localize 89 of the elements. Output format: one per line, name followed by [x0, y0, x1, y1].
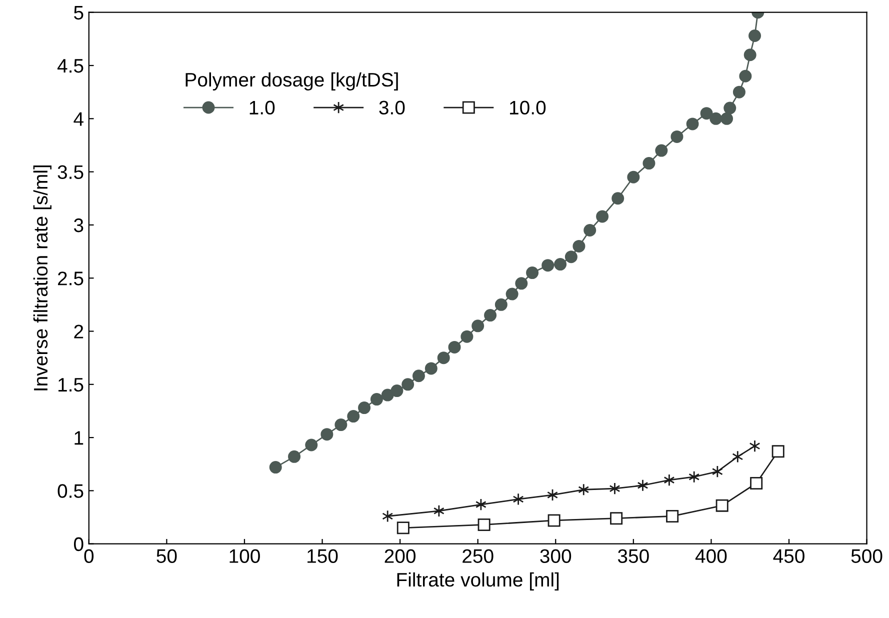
point: [433, 504, 444, 518]
point: [334, 418, 348, 432]
point: [688, 470, 700, 484]
x-tick-label: 400: [695, 549, 727, 563]
point: [402, 378, 414, 391]
point: [686, 118, 699, 130]
x-tick-label: 100: [230, 549, 260, 563]
point: [515, 277, 528, 290]
point: [358, 402, 371, 414]
point: [548, 514, 560, 527]
point: [288, 450, 301, 463]
point: [381, 388, 394, 402]
point: [478, 518, 490, 531]
point: [610, 512, 623, 525]
legend-label: 10.0: [510, 100, 546, 115]
y-tick-label: 5: [74, 6, 84, 20]
point: [739, 70, 752, 82]
x-tick-label: 0: [84, 549, 94, 563]
y-tick-label: 1: [74, 431, 84, 445]
y-tick-label: 4.5: [57, 59, 84, 73]
y-tick-label: 1.5: [58, 378, 84, 392]
legend-title: Polymer dosage [kg/tDS]: [186, 72, 398, 91]
point: [670, 130, 684, 143]
point: [554, 258, 567, 271]
legend-label: 3.0: [379, 100, 405, 115]
y-tick-label: 0: [74, 537, 84, 552]
legend-label: 1.0: [250, 100, 275, 115]
point: [526, 266, 539, 280]
point: [655, 144, 668, 157]
point: [437, 352, 450, 364]
x-tick-label: 450: [773, 549, 804, 563]
point: [412, 370, 425, 382]
point: [612, 192, 624, 205]
point: [627, 170, 640, 184]
point: [664, 474, 675, 486]
point: [712, 465, 723, 478]
x-tick-label: 250: [462, 549, 494, 563]
y-tick-label: 4: [74, 112, 84, 126]
point: [716, 499, 728, 512]
point: [390, 384, 404, 398]
point: [584, 224, 596, 237]
point: [320, 428, 334, 441]
point: [382, 510, 394, 522]
point: [572, 240, 586, 252]
x-tick-label: 300: [540, 549, 572, 563]
point: [472, 320, 484, 332]
point: [460, 330, 474, 343]
point: [748, 29, 762, 42]
point: [506, 288, 518, 300]
x-tick-label: 500: [851, 549, 882, 563]
point: [749, 440, 760, 452]
point: [269, 461, 282, 474]
point: [750, 477, 763, 490]
point: [609, 482, 620, 495]
x-axis-title: Filtrate volume [ml]: [397, 572, 559, 591]
point: [424, 362, 438, 375]
point: [637, 479, 648, 492]
point: [542, 259, 554, 272]
point: [772, 445, 784, 458]
point: [484, 309, 497, 322]
point: [512, 492, 524, 506]
point: [724, 102, 736, 114]
point: [494, 298, 508, 311]
point: [700, 107, 713, 120]
point: [666, 510, 679, 522]
point: [744, 48, 756, 62]
point: [642, 157, 656, 170]
y-tick-label: 3: [74, 218, 84, 232]
x-tick-label: 200: [384, 549, 416, 563]
y-axis-title: Inverse filtration rate [s/ml]: [33, 165, 52, 390]
point: [448, 340, 461, 354]
x-tick-label: 50: [156, 549, 177, 563]
point: [564, 250, 578, 264]
point: [710, 112, 722, 125]
point: [732, 450, 744, 463]
point: [347, 410, 360, 423]
point: [596, 210, 609, 223]
y-tick-label: 2.5: [58, 272, 84, 286]
point: [396, 522, 410, 534]
point: [370, 393, 383, 406]
y-tick-label: 2: [74, 324, 84, 338]
point: [578, 483, 590, 496]
point: [720, 112, 734, 125]
point: [305, 438, 318, 452]
y-tick-label: 0.5: [58, 484, 84, 498]
point: [732, 86, 746, 98]
x-tick-label: 350: [618, 549, 649, 563]
x-tick-label: 150: [308, 549, 338, 563]
y-tick-label: 3.5: [58, 165, 84, 180]
